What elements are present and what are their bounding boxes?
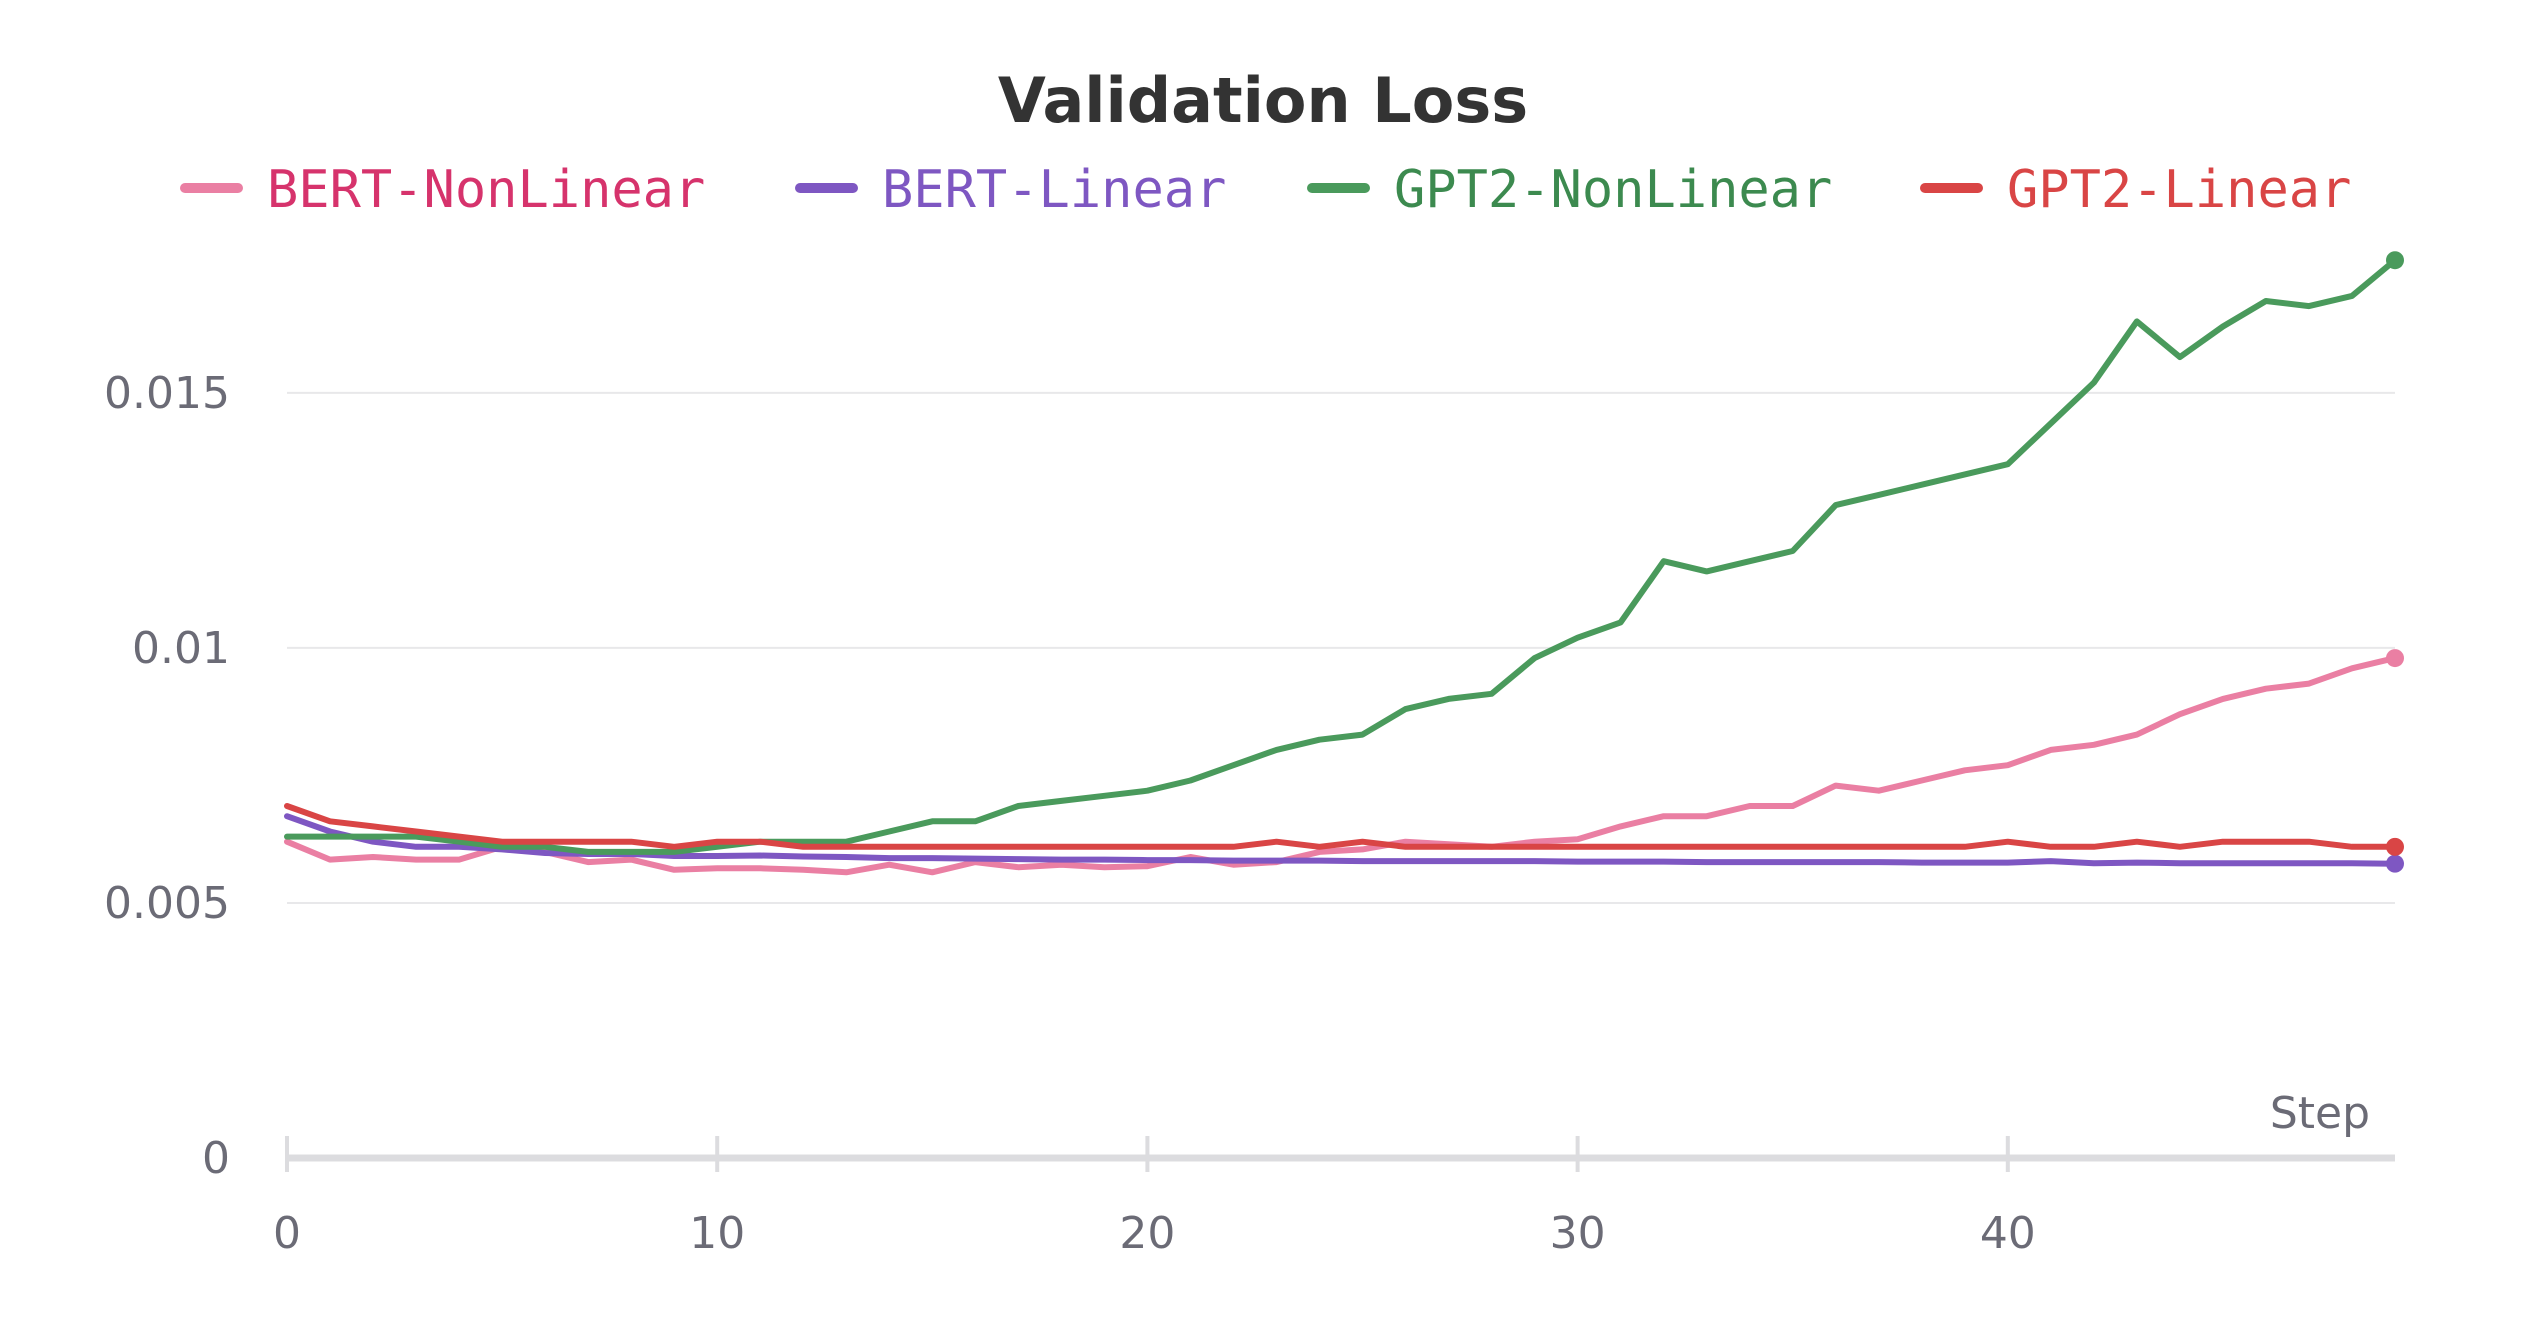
y-tick-label: 0.01 bbox=[132, 623, 230, 674]
x-axis-label: Step bbox=[2270, 1088, 2370, 1139]
x-tick-label: 0 bbox=[273, 1208, 301, 1259]
y-tick-label: 0 bbox=[202, 1133, 230, 1184]
chart-title: Validation Loss bbox=[998, 64, 1528, 137]
series-end-point[interactable] bbox=[2386, 649, 2404, 668]
legend-label[interactable]: GPT2-Linear bbox=[2007, 160, 2351, 220]
series-end-point[interactable] bbox=[2386, 837, 2404, 856]
series-line-gpt2-linear[interactable] bbox=[284, 803, 2398, 850]
legend: BERT-NonLinear BERT-Linear GPT2-NonLinear G… bbox=[180, 160, 2351, 220]
y-tick-label: 0.005 bbox=[104, 878, 230, 929]
legend-label[interactable]: GPT2-NonLinear bbox=[1394, 160, 1832, 220]
series-line-gpt2-nonlinear[interactable] bbox=[284, 257, 2398, 855]
x-tick-label: 30 bbox=[1550, 1208, 1606, 1259]
x-axis: 0 10 20 30 40 bbox=[273, 1136, 2395, 1259]
legend-label[interactable]: BERT-Linear bbox=[882, 160, 1226, 220]
x-tick-label: 10 bbox=[689, 1208, 745, 1259]
x-tick-label: 20 bbox=[1119, 1208, 1175, 1259]
series-end-point[interactable] bbox=[2386, 854, 2404, 873]
grid-lines bbox=[287, 391, 2395, 904]
x-tick-label: 40 bbox=[1980, 1208, 2036, 1259]
y-axis: 0 0.005 0.01 0.015 bbox=[104, 368, 230, 1184]
series-end-point[interactable] bbox=[2386, 251, 2404, 270]
y-tick-label: 0.015 bbox=[104, 368, 230, 419]
series-line-bert-nonlinear[interactable] bbox=[284, 655, 2398, 876]
series-group bbox=[284, 251, 2404, 876]
legend-label[interactable]: BERT-NonLinear bbox=[267, 160, 705, 220]
